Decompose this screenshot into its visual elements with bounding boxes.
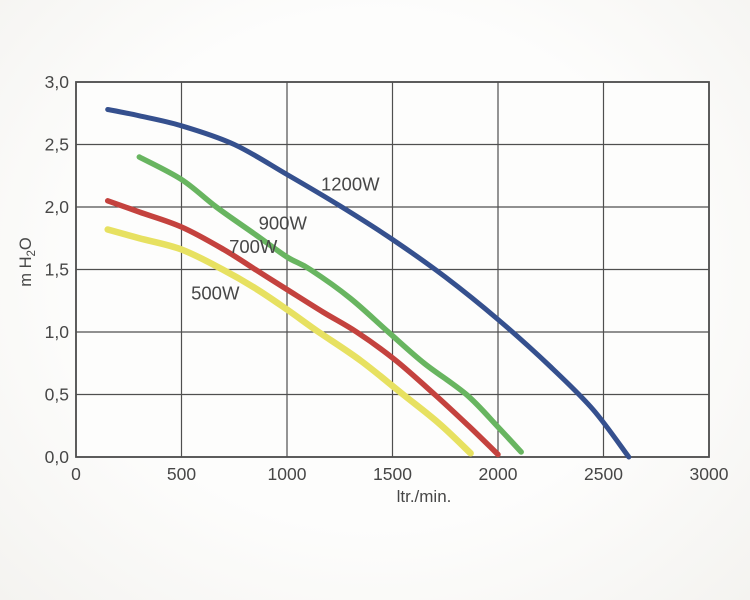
y-tick-label: 0,5 [45,385,69,405]
y-tick-label: 3,0 [45,72,70,92]
x-axis-title: ltr./min. [397,487,452,506]
y-tick-label: 1,5 [45,260,69,280]
curve-label-1200w: 1200W [321,174,380,195]
y-tick-label: 2,5 [45,135,69,155]
curve-900w [136,154,524,455]
curve-label-900w: 900W [259,212,308,233]
x-tick-label: 2000 [479,464,518,484]
x-tick-label: 1000 [268,464,307,484]
plot-border [75,81,710,458]
curve-1200w [105,107,632,460]
x-tick-label: 500 [167,464,196,484]
x-tick-label: 1500 [373,464,412,484]
x-tick-label: 2500 [584,464,623,484]
x-tick-label: 0 [71,464,81,484]
y-axis-title: m H2O [17,237,38,287]
y-tick-label: 0,0 [45,447,70,467]
curve-700w [104,198,501,458]
curve-label-700w: 700W [229,236,278,257]
y-tick-label: 1,0 [45,322,70,342]
x-tick-label: 3000 [690,464,729,484]
curve-label-500w: 500W [191,282,240,303]
curve-500w [104,226,474,457]
y-tick-label: 2,0 [45,197,70,217]
